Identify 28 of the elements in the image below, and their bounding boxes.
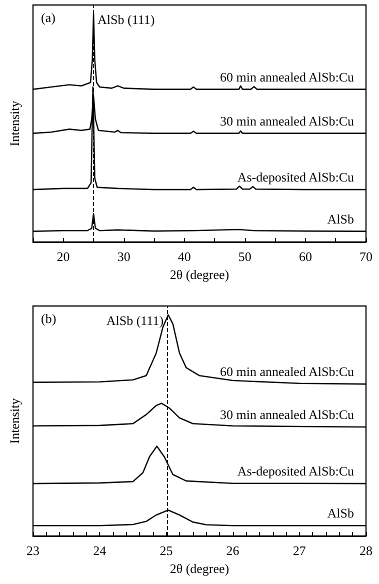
ref-line-label: AlSb (111)	[98, 12, 155, 27]
x-tick-label: 70	[360, 249, 372, 264]
x-tick-label: 27	[292, 543, 306, 558]
series-label: AlSb	[327, 211, 354, 226]
x-tick-label: 25	[160, 543, 173, 558]
series-label: 30 min annealed AlSb:Cu	[220, 113, 354, 128]
ref-line-label: AlSb (111)	[106, 313, 164, 328]
x-axis-title: 2θ (degree)	[170, 266, 230, 282]
series-label: As-deposited AlSb:Cu	[237, 464, 354, 479]
annotation: (b)	[41, 311, 56, 326]
series-label: 60 min annealed AlSb:Cu	[220, 364, 354, 380]
x-tick-label: 40	[178, 249, 191, 264]
x-tick-label: 30	[117, 249, 130, 264]
series-label: AlSb	[327, 506, 354, 521]
series-label: 60 min annealed AlSb:Cu	[220, 69, 354, 84]
x-tick-label: 28	[360, 543, 372, 558]
series-label: As-deposited AlSb:Cu	[237, 170, 354, 185]
x-tick-label: 23	[26, 543, 40, 558]
x-tick-label: 24	[93, 543, 107, 558]
y-axis-title: Intensity	[7, 398, 22, 444]
x-tick-label: 20	[56, 249, 70, 264]
x-tick-label: 26	[226, 543, 240, 558]
annotation: (a)	[41, 10, 56, 25]
x-tick-label: 60	[298, 249, 312, 264]
y-axis-title: Intensity	[7, 100, 22, 146]
x-axis-title: 2θ (degree)	[170, 560, 230, 576]
series-label: 30 min annealed AlSb:Cu	[220, 406, 354, 422]
x-tick-label: 50	[238, 249, 252, 264]
